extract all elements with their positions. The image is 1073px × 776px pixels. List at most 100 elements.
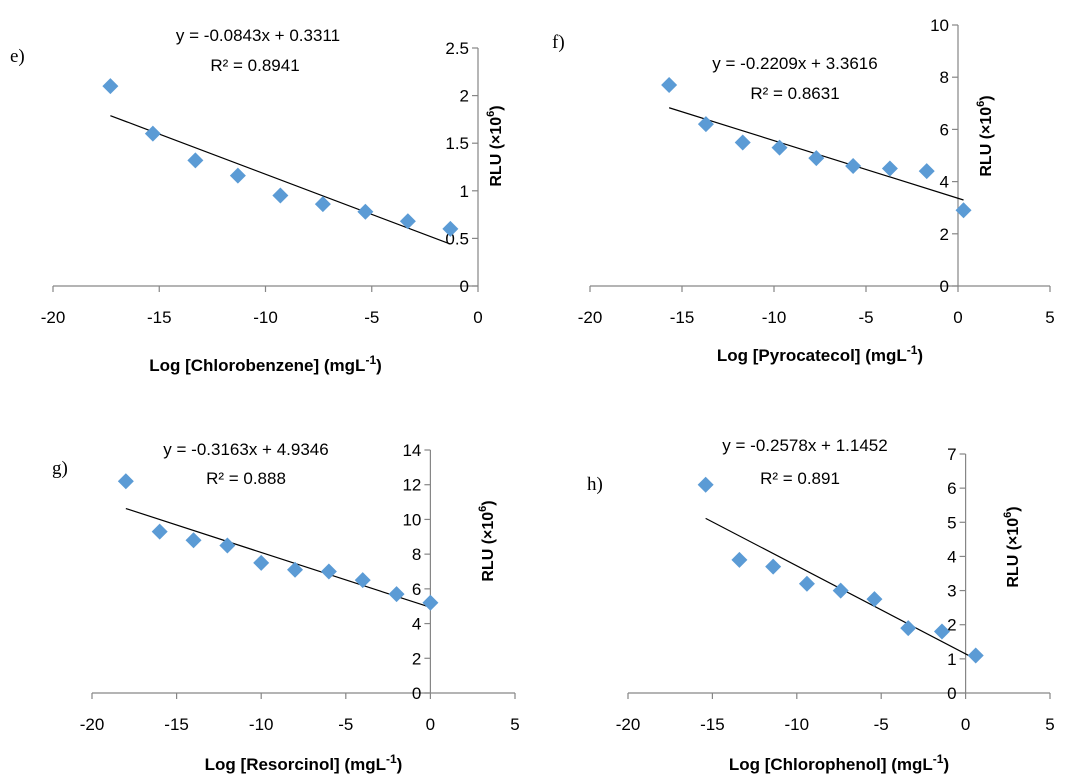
data-point — [399, 213, 416, 230]
x-tick-label: -5 — [858, 308, 873, 327]
chart-panel-g: -20 -15 -10 -5 0 5 0 2 4 6 8 10 12 14 g) y = -0.3163x +… — [52, 440, 520, 774]
chart-panel-f: -20 -15 -10 -5 0 5 0 2 4 6 8 10 f) y = -0.2209x + 3.3… — [552, 16, 1055, 365]
trendline — [110, 115, 451, 245]
x-tick-label: -5 — [364, 308, 379, 327]
x-axis-title: Log [Chlorobenzene] (mgL-1) — [149, 353, 382, 375]
x-axis-title-text: Log [Chlorobenzene] (mgL — [149, 356, 365, 375]
panel-label: f) — [552, 32, 565, 53]
data-point — [900, 620, 917, 637]
x-axis-title: Log [Chlorophenol] (mgL-1) — [729, 752, 949, 774]
y-tick-label: 5 — [947, 513, 956, 532]
x-tick-label: -10 — [249, 715, 274, 734]
data-point — [661, 77, 678, 94]
data-point — [832, 582, 849, 599]
y-axis-title-sup: 6 — [975, 101, 987, 107]
x-axis-title-text: Log [Chlorophenol] (mgL — [729, 755, 933, 774]
r-squared-label: R² = 0.888 — [206, 469, 286, 488]
data-point — [697, 116, 714, 133]
data-point — [185, 532, 202, 549]
data-point — [287, 561, 304, 578]
r-squared-label: R² = 0.891 — [760, 469, 840, 488]
data-point — [151, 523, 168, 540]
x-tick-label: -5 — [338, 715, 353, 734]
x-tick-label: -15 — [700, 715, 725, 734]
x-tick-label: -10 — [253, 308, 278, 327]
y-tick-label: 0 — [460, 277, 469, 296]
x-tick-label: -10 — [785, 715, 810, 734]
data-point — [808, 150, 825, 167]
panel-label: g) — [52, 458, 68, 479]
chart-panel-e: -20 -15 -10 -5 000.511.522.5e)y = -0.0843x +… — [10, 26, 505, 375]
y-tick-label: 1 — [947, 650, 956, 669]
y-tick-label: 2 — [412, 649, 421, 668]
data-point — [253, 554, 270, 571]
y-axis-title: RLU (×106) — [485, 105, 505, 186]
x-tick-label: -15 — [164, 715, 189, 734]
data-point — [918, 163, 935, 180]
data-point — [798, 575, 815, 592]
x-tick-label: -20 — [616, 715, 641, 734]
x-axis-title: Log [Pyrocatecol] (mgL-1) — [717, 343, 923, 365]
r-squared-label: R² = 0.8631 — [750, 84, 839, 103]
data-point — [881, 160, 898, 177]
x-tick-label: 5 — [510, 715, 519, 734]
y-axis-title-sup: 6 — [477, 506, 489, 512]
x-tick-label: -10 — [762, 308, 787, 327]
y-axis-title-sup: 6 — [1002, 512, 1014, 518]
y-tick-label: 14 — [402, 441, 421, 460]
y-axis-title: RLU (×106) — [1002, 506, 1022, 587]
panel-label: h) — [587, 474, 603, 495]
chart-panel-h: -20 -15 -10 -5 0 5 0 1 2 3 4 5 6 7 h) y = -0.2578x + 1.… — [587, 436, 1055, 774]
data-point — [771, 139, 788, 156]
data-point — [187, 152, 204, 169]
data-point — [314, 196, 331, 213]
data-point — [845, 157, 862, 174]
y-axis-title-text: RLU (×10 — [978, 107, 995, 177]
y-axis-title-sup: 6 — [485, 111, 497, 117]
x-tick-label: -20 — [80, 715, 105, 734]
x-tick-label: 5 — [1045, 308, 1054, 327]
y-axis-title-text: RLU (×10 — [1005, 518, 1022, 588]
x-axis-title-end: ) — [376, 356, 382, 375]
y-tick-label: 1 — [460, 182, 469, 201]
data-point — [697, 476, 714, 493]
y-tick-label: 7 — [947, 445, 956, 464]
data-point — [117, 473, 134, 490]
y-tick-label: 6 — [940, 120, 949, 139]
data-point — [388, 586, 405, 603]
trend-equation: y = -0.0843x + 0.3311 — [176, 26, 340, 45]
data-point — [765, 558, 782, 575]
y-axis-title: RLU (×106) — [975, 95, 995, 176]
y-tick-label: 2 — [940, 225, 949, 244]
x-tick-label: -15 — [670, 308, 695, 327]
x-axis-title-sup: -1 — [365, 353, 376, 367]
y-tick-label: 2 — [947, 616, 956, 635]
data-point — [229, 167, 246, 184]
data-point — [320, 563, 337, 580]
y-tick-label: 2 — [460, 87, 469, 106]
y-tick-label: 0 — [947, 684, 956, 703]
trend-equation: y = -0.3163x + 4.9346 — [163, 440, 328, 459]
y-tick-label: 3 — [947, 582, 956, 601]
y-tick-label: 6 — [947, 479, 956, 498]
x-axis-title-text: Log [Pyrocatecol] (mgL — [717, 346, 907, 365]
y-tick-label: 10 — [930, 16, 949, 35]
y-tick-label: 8 — [940, 68, 949, 87]
x-tick-label: -20 — [578, 308, 603, 327]
data-point — [734, 134, 751, 151]
y-axis-title-end: ) — [488, 105, 505, 110]
x-tick-label: -5 — [874, 715, 889, 734]
x-axis-title-sup: -1 — [386, 752, 397, 766]
x-tick-label: 0 — [953, 308, 962, 327]
trend-equation: y = -0.2578x + 1.1452 — [722, 436, 887, 455]
trendline — [125, 507, 431, 608]
data-point — [422, 594, 439, 611]
data-point — [442, 220, 459, 237]
data-point — [357, 203, 374, 220]
y-tick-label: 4 — [940, 173, 949, 192]
y-axis-title-text: RLU (×10 — [480, 512, 497, 582]
x-axis-title: Log [Resorcinol] (mgL-1) — [205, 752, 403, 774]
data-point — [144, 125, 161, 142]
x-tick-label: -20 — [41, 308, 66, 327]
x-axis-title-end: ) — [943, 755, 949, 774]
